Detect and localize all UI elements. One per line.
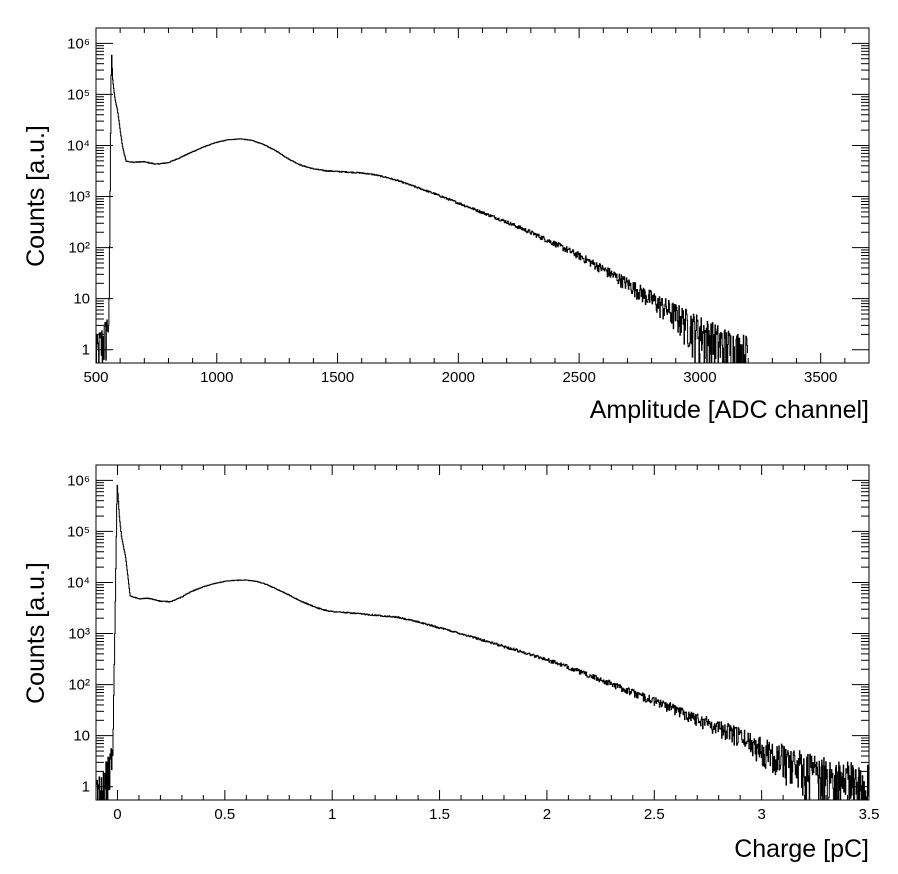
y-tick-label: 10⁴ — [67, 137, 90, 154]
y-tick-label: 10 — [73, 728, 90, 745]
y-tick-label: 1 — [82, 779, 90, 796]
x-tick-label: 1 — [328, 806, 336, 823]
x-tick-label: 2.5 — [644, 806, 665, 823]
y-tick-label: 10 — [73, 291, 90, 308]
amplitude-series — [95, 54, 748, 364]
x-tick-label: 3.5 — [859, 806, 880, 823]
x-tick-label: 2500 — [562, 369, 595, 386]
x-tick-label: 2 — [543, 806, 551, 823]
y-tick-label: 10³ — [68, 626, 90, 643]
y-tick-label: 10⁶ — [67, 35, 90, 52]
x-tick-label: 3 — [757, 806, 765, 823]
y-axis-title: Counts [a.u.] — [22, 125, 50, 267]
x-tick-label: 1500 — [321, 369, 354, 386]
y-axis-ticks: 1 10 10² 10³ 10⁴ 10⁵ 10⁶ — [67, 464, 869, 796]
y-axis-title: Counts [a.u.] — [22, 562, 50, 704]
y-tick-label: 10⁴ — [67, 574, 90, 591]
y-axis-ticks: 1 10 10² 10³ 10⁴ 10⁵ 10⁶ — [67, 27, 869, 359]
y-tick-label: 10³ — [68, 189, 90, 206]
y-tick-label: 10² — [68, 240, 90, 257]
charge-series — [95, 484, 869, 801]
histogram-line — [95, 54, 748, 364]
x-tick-label: 2000 — [442, 369, 475, 386]
x-tick-label: 1.5 — [429, 806, 450, 823]
y-tick-label: 10⁶ — [67, 472, 90, 489]
x-tick-label: 500 — [83, 369, 108, 386]
y-tick-label: 1 — [82, 342, 90, 359]
y-tick-label: 10⁵ — [67, 86, 90, 103]
y-tick-label: 10⁵ — [67, 523, 90, 540]
histogram-line — [95, 484, 869, 801]
x-axis-title: Charge [pC] — [734, 835, 869, 863]
amplitude-histogram-panel: 500 1000 1500 2000 2500 3000 3500 1 10 10² 10³ 10⁴… — [22, 27, 870, 424]
x-tick-label: 3500 — [804, 369, 837, 386]
x-axis-title: Amplitude [ADC channel] — [590, 396, 869, 424]
y-tick-label: 10² — [68, 677, 90, 694]
x-tick-label: 3000 — [683, 369, 716, 386]
x-tick-label: 0.5 — [214, 806, 235, 823]
x-axis-ticks: 500 1000 1500 2000 2500 3000 3500 — [83, 28, 870, 386]
charge-histogram-panel: 0 0.5 1 1.5 2 2.5 3 3.5 1 10 10² 10³ 10⁴ 10⁵ 10⁶ Char… — [22, 464, 880, 863]
x-tick-label: 0 — [113, 806, 121, 823]
x-axis-ticks: 0 0.5 1 1.5 2 2.5 3 3.5 — [95, 465, 880, 823]
x-tick-label: 1000 — [200, 369, 233, 386]
